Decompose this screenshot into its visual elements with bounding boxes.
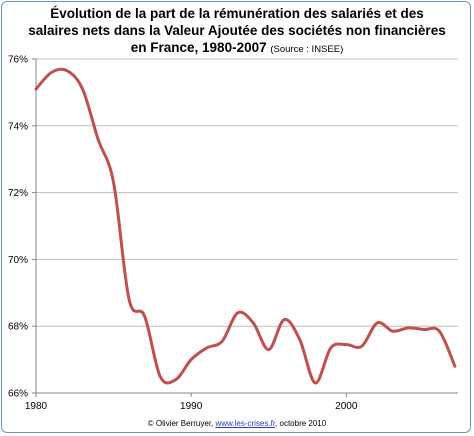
axes <box>32 58 458 397</box>
x-tick-label: 1980 <box>25 401 48 412</box>
gridlines <box>36 58 458 394</box>
credit: © Olivier Berruyer, www.les-crises.fr, o… <box>0 419 474 428</box>
credit-suffix: , octobre 2010 <box>275 419 327 428</box>
chart-title: Évolution de la part de la rémunération … <box>0 5 474 58</box>
title-source: (Source : INSEE) <box>270 44 344 55</box>
y-tick-label: 70% <box>8 255 28 266</box>
title-line-1: Évolution de la part de la rémunération … <box>50 6 424 21</box>
y-tick-label: 74% <box>8 121 28 132</box>
x-tick-label: 1990 <box>180 401 203 412</box>
series-line-0 <box>34 67 457 385</box>
credit-link[interactable]: www.les-crises.fr <box>215 419 276 428</box>
y-tick-labels: 66% 68% 70% 72% 74% 76% <box>8 55 28 400</box>
title-line-3-main: en France, 1980-2007 <box>130 40 267 55</box>
y-tick-label: 76% <box>8 55 28 66</box>
title-line-3: en France, 1980-2007 (Source : INSEE) <box>0 39 474 58</box>
series-group <box>34 67 457 385</box>
x-tick-labels: 1980 1990 2000 <box>25 401 358 412</box>
y-tick-label: 68% <box>8 322 28 333</box>
x-tick-label: 2000 <box>335 401 358 412</box>
title-line-2: salaires nets dans la Valeur Ajoutée des… <box>28 23 446 38</box>
y-tick-label: 72% <box>8 188 28 199</box>
credit-prefix: © Olivier Berruyer, <box>147 419 216 428</box>
y-tick-label: 66% <box>8 389 28 400</box>
